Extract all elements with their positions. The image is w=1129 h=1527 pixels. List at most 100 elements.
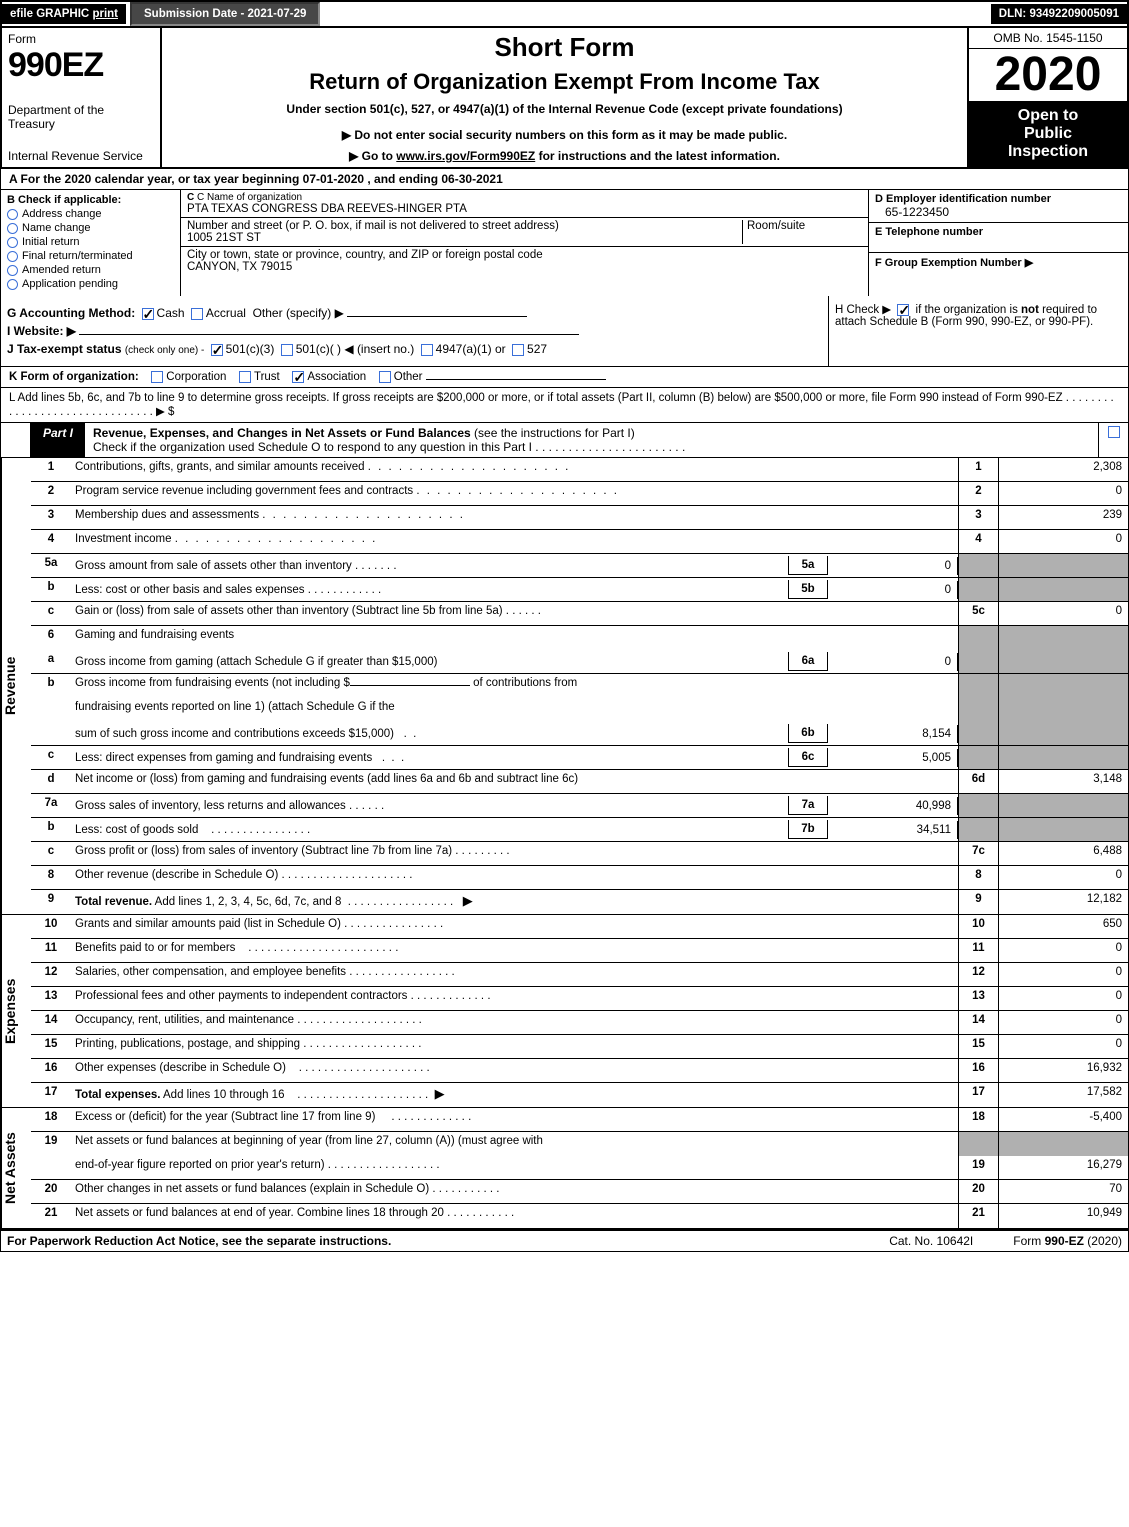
- part1-title: Revenue, Expenses, and Changes in Net As…: [85, 423, 1098, 457]
- checkbox-icon[interactable]: [7, 237, 18, 248]
- line-7b: b Less: cost of goods sold . . . . . . .…: [31, 818, 1128, 842]
- part1-spine-gap: [1, 423, 31, 457]
- line-21: 21 Net assets or fund balances at end of…: [31, 1204, 1128, 1228]
- line-2: 2 Program service revenue including gove…: [31, 482, 1128, 506]
- line-6: 6 Gaming and fundraising events: [31, 626, 1128, 650]
- checkbox-h-icon[interactable]: [897, 304, 909, 316]
- j-tax-exempt: J Tax-exempt status (check only one) - 5…: [7, 342, 822, 356]
- chk-application-pending: Application pending: [7, 278, 174, 290]
- ein-block: D Employer identification number 65-1223…: [869, 190, 1128, 223]
- checkbox-trust-icon[interactable]: [239, 371, 251, 383]
- line-2-value: 0: [998, 482, 1128, 505]
- checkbox-other-icon[interactable]: [379, 371, 391, 383]
- checkbox-icon[interactable]: [7, 209, 18, 220]
- line-15-value: 0: [998, 1035, 1128, 1058]
- group-exemption-label: F Group Exemption Number ▶: [875, 257, 1033, 269]
- goto-post: for instructions and the latest informat…: [535, 149, 780, 163]
- website-input[interactable]: [79, 334, 579, 335]
- part1-header: Part I Revenue, Expenses, and Changes in…: [0, 423, 1129, 458]
- revenue-body: 1 Contributions, gifts, grants, and simi…: [31, 458, 1128, 914]
- checkbox-icon[interactable]: [7, 223, 18, 234]
- group-exemption-block: F Group Exemption Number ▶: [869, 253, 1128, 272]
- checkbox-assoc-icon[interactable]: [292, 371, 304, 383]
- h-check-block: H Check ▶ if the organization is not req…: [828, 296, 1128, 366]
- line-19-2: end-of-year figure reported on prior yea…: [31, 1156, 1128, 1180]
- checkbox-icon[interactable]: [7, 279, 18, 290]
- print-link[interactable]: print: [92, 8, 118, 20]
- line-6c-value: 5,005: [828, 749, 958, 767]
- expenses-spine: Expenses: [1, 915, 31, 1107]
- chk-address-change: Address change: [7, 208, 174, 220]
- i-website: I Website: ▶: [7, 324, 822, 338]
- other-org-input[interactable]: [426, 379, 606, 380]
- line-9-value: 12,182: [998, 890, 1128, 914]
- line-4: 4 Investment income 4 0: [31, 530, 1128, 554]
- do-not-enter: ▶ Do not enter social security numbers o…: [172, 128, 957, 142]
- open-line1: Open to: [973, 107, 1123, 125]
- line-17: 17 Total expenses. Add lines 10 through …: [31, 1083, 1128, 1107]
- other-specify-input[interactable]: [347, 316, 527, 317]
- 6b-amount-input[interactable]: [350, 685, 470, 686]
- line-5c-value: 0: [998, 602, 1128, 625]
- ein-label: D Employer identification number: [875, 193, 1051, 205]
- line-13-value: 0: [998, 987, 1128, 1010]
- form-ref: Form 990-EZ (2020): [1013, 1234, 1122, 1248]
- line-3: 3 Membership dues and assessments 3 239: [31, 506, 1128, 530]
- form-number: 990EZ: [8, 46, 154, 85]
- room-suite-label: Room/suite: [742, 220, 862, 244]
- line-12: 12 Salaries, other compensation, and emp…: [31, 963, 1128, 987]
- checkbox-4947-icon[interactable]: [421, 344, 433, 356]
- line-18: 18 Excess or (deficit) for the year (Sub…: [31, 1108, 1128, 1132]
- omb-number: OMB No. 1545-1150: [969, 28, 1127, 49]
- line-10-value: 650: [998, 915, 1128, 938]
- row-a-tax-year: A For the 2020 calendar year, or tax yea…: [0, 167, 1129, 190]
- telephone-label: E Telephone number: [875, 226, 983, 238]
- row-l-gross-receipts: L Add lines 5b, 6c, and 7b to line 9 to …: [0, 388, 1129, 423]
- open-line3: Inspection: [973, 143, 1123, 161]
- part1-checkbox-cell: [1098, 423, 1128, 457]
- line-5b: b Less: cost or other basis and sales ex…: [31, 578, 1128, 602]
- checkbox-corp-icon[interactable]: [151, 371, 163, 383]
- line-18-value: -5,400: [998, 1108, 1128, 1131]
- line-7c: c Gross profit or (loss) from sales of i…: [31, 842, 1128, 866]
- checkbox-501c3-icon[interactable]: [211, 344, 223, 356]
- line-1-value: 2,308: [998, 458, 1128, 481]
- line-10: 10 Grants and similar amounts paid (list…: [31, 915, 1128, 939]
- line-7a: 7a Gross sales of inventory, less return…: [31, 794, 1128, 818]
- checkbox-icon[interactable]: [7, 265, 18, 276]
- cat-no: Cat. No. 10642I: [889, 1234, 973, 1248]
- section-bcdef: B Check if applicable: Address change Na…: [0, 190, 1129, 296]
- revenue-section: Revenue 1 Contributions, gifts, grants, …: [0, 458, 1129, 915]
- line-7b-value: 34,511: [828, 821, 958, 839]
- goto-pre: ▶ Go to: [349, 149, 396, 163]
- checkbox-501c-icon[interactable]: [281, 344, 293, 356]
- col-c-org-info: C C Name of organization PTA TEXAS CONGR…: [181, 190, 868, 296]
- header-mid: Short Form Return of Organization Exempt…: [162, 28, 967, 167]
- line-14-value: 0: [998, 1011, 1128, 1034]
- goto-link[interactable]: www.irs.gov/Form990EZ: [396, 149, 535, 163]
- checkbox-cash-icon[interactable]: [142, 308, 154, 320]
- city-value: CANYON, TX 79015: [187, 261, 862, 273]
- checkbox-part1-icon[interactable]: [1108, 426, 1120, 438]
- org-name-value: PTA TEXAS CONGRESS DBA REEVES-HINGER PTA: [187, 203, 862, 215]
- dln: DLN: 93492209005091: [991, 4, 1127, 24]
- col-gij: G Accounting Method: Cash Accrual Other …: [1, 296, 828, 366]
- org-name-label: C C Name of organization: [187, 192, 862, 203]
- line-5a-value: 0: [828, 557, 958, 575]
- page-footer: For Paperwork Reduction Act Notice, see …: [0, 1229, 1129, 1252]
- checkbox-accrual-icon[interactable]: [191, 308, 203, 320]
- part1-check-line: Check if the organization used Schedule …: [93, 440, 685, 454]
- checkbox-527-icon[interactable]: [512, 344, 524, 356]
- form-header: Form 990EZ Department of the Treasury In…: [0, 28, 1129, 167]
- line-6b-2: fundraising events reported on line 1) (…: [31, 698, 1128, 722]
- open-to-public: Open to Public Inspection: [969, 101, 1127, 167]
- return-title: Return of Organization Exempt From Incom…: [172, 69, 957, 95]
- line-20: 20 Other changes in net assets or fund b…: [31, 1180, 1128, 1204]
- line-11-value: 0: [998, 939, 1128, 962]
- checkbox-icon[interactable]: [7, 251, 18, 262]
- short-form-title: Short Form: [172, 32, 957, 63]
- line-8-value: 0: [998, 866, 1128, 889]
- expenses-section: Expenses 10 Grants and similar amounts p…: [0, 915, 1129, 1108]
- line-11: 11 Benefits paid to or for members . . .…: [31, 939, 1128, 963]
- netassets-body: 18 Excess or (deficit) for the year (Sub…: [31, 1108, 1128, 1228]
